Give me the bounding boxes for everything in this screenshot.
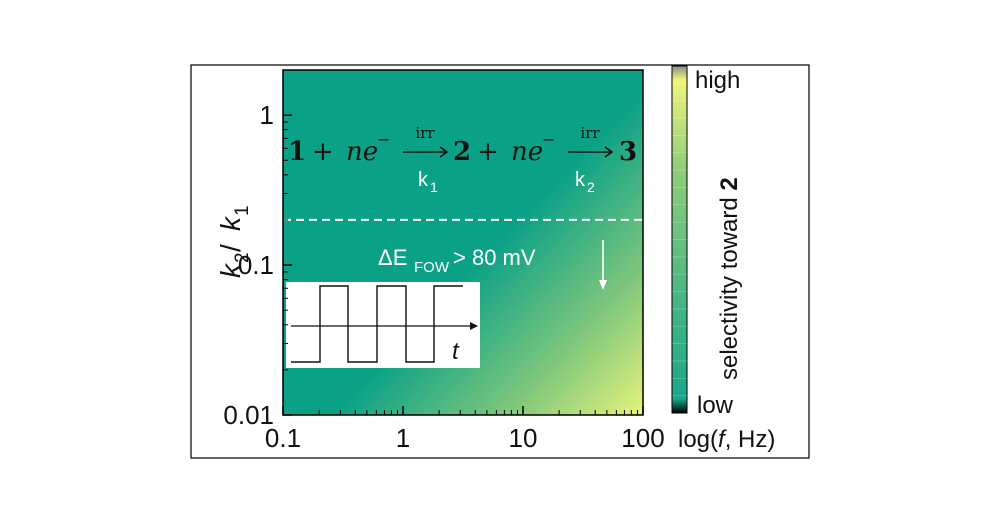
- x-tick-label: 100: [621, 423, 664, 453]
- reaction-charge-1: −: [377, 130, 390, 149]
- colorbar-title: selectivity toward 2: [716, 177, 743, 380]
- y-tick-label: 0.1: [238, 250, 274, 280]
- square-wave: [291, 285, 463, 363]
- reaction-charge-2: −: [542, 130, 555, 149]
- x-tick-label: 0.1: [265, 423, 301, 453]
- y-label-k2: k: [215, 262, 246, 278]
- delta-e-subscript: FOW: [414, 259, 450, 276]
- x-tick-label: 1: [396, 423, 410, 453]
- delta-e-value: > 80 mV: [453, 245, 536, 270]
- threshold-annotation: ΔE FOW > 80 mV: [378, 240, 607, 290]
- y-axis-label: k 2 / k 1: [215, 205, 253, 278]
- y-tick-label: 1: [260, 100, 274, 130]
- rate-k2-subscript: 2: [587, 179, 595, 195]
- reaction-species-3: 3: [619, 137, 637, 167]
- y-label-slash: /: [215, 244, 246, 252]
- reaction-arrow-1-label: irr: [415, 124, 435, 142]
- reaction-arrow-2-label: irr: [580, 124, 600, 142]
- reaction-scheme: 1 + ne − 2 + ne − 3: [288, 130, 637, 167]
- x-tick-label: 10: [509, 423, 538, 453]
- y-label-k2-sub: 2: [232, 252, 253, 263]
- waveform-inset: t: [286, 282, 480, 368]
- reaction-electron-1: ne: [346, 137, 378, 167]
- colorbar-low-label: low: [697, 392, 734, 419]
- reaction-plus-1: +: [312, 137, 334, 167]
- plot-border: [282, 69, 644, 416]
- colorbar-high-label: high: [695, 67, 740, 94]
- reaction-electron-2: ne: [511, 137, 543, 167]
- colorbar: high low selectivity toward 2: [671, 65, 743, 419]
- y-label-k1-sub: 1: [232, 205, 253, 216]
- reaction-arrow-1: irr k 1: [403, 124, 449, 195]
- rate-k1-symbol: k: [418, 169, 429, 191]
- reaction-arrow-2: irr k 2: [568, 124, 614, 195]
- inset-axis-arrow-icon: [470, 322, 478, 330]
- delta-e-symbol: ΔE: [378, 245, 407, 270]
- reaction-species-1: 1: [288, 137, 306, 167]
- rate-k2-symbol: k: [575, 169, 586, 191]
- y-label-k1: k: [215, 215, 246, 231]
- reaction-plus-2: +: [477, 137, 499, 167]
- x-axis-label: log(f, Hz): [678, 426, 775, 453]
- down-arrow-icon: [599, 280, 607, 290]
- rate-k1-subscript: 1: [430, 179, 438, 195]
- reaction-species-2: 2: [453, 137, 471, 167]
- colorbar-bands: [672, 82, 687, 397]
- inset-time-label: t: [452, 338, 460, 365]
- colorbar-gradient: [671, 65, 688, 414]
- x-axis-ticks: 0.1 1 10 100: [265, 406, 665, 453]
- y-axis-ticks: 0.01 0.1 1: [223, 69, 292, 430]
- y-tick-label: 0.01: [223, 400, 274, 430]
